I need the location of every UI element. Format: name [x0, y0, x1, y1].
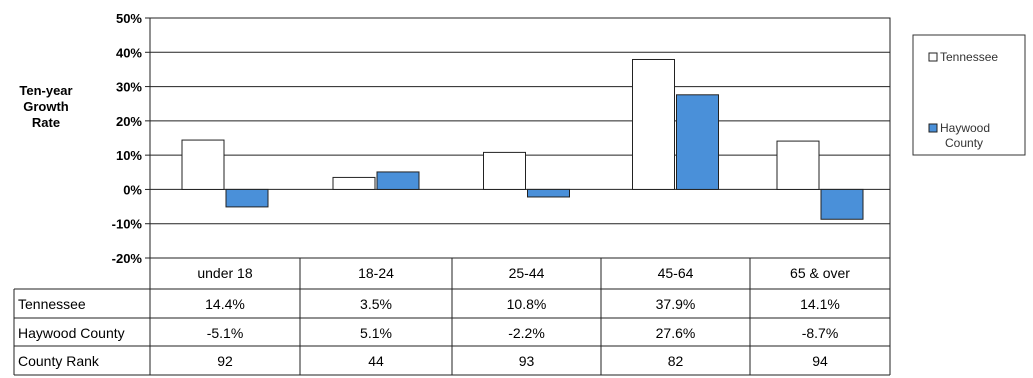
- y-axis-label-line-2: Growth: [23, 99, 69, 114]
- bar-tennessee-under-18: [181, 139, 225, 190]
- bar-haywood-county-18-24: [376, 171, 420, 190]
- row-label-haywood-county: Haywood County: [18, 325, 125, 341]
- table-cell-tennessee-45-64: 37.9%: [656, 296, 696, 312]
- table-cell-county-rank-45-64: 82: [668, 353, 684, 369]
- category-label-18-24: 18-24: [358, 265, 394, 281]
- table-cell-tennessee-25-44: 10.8%: [507, 296, 547, 312]
- y-axis-ticks: -20% -10% 0% 10% 20% 30% 40% 50%: [112, 11, 150, 266]
- table-cell-haywood-county-18-24: 5.1%: [360, 325, 392, 341]
- table-cell-haywood-county-65-over: -8.7%: [802, 325, 839, 341]
- y-axis-label-line-1: Ten-year: [19, 83, 72, 98]
- category-label-65-over: 65 & over: [790, 265, 850, 281]
- bar-haywood-county-25-44: [527, 188, 570, 198]
- bar-tennessee-25-44: [483, 151, 526, 190]
- row-label-tennessee: Tennessee: [18, 296, 86, 312]
- gridlines: [150, 17, 890, 259]
- table-cell-county-rank-under-18: 92: [217, 353, 233, 369]
- y-tick-label: 20%: [116, 114, 142, 129]
- table-cell-tennessee-under-18: 14.4%: [205, 296, 245, 312]
- y-tick-label: -10%: [112, 217, 143, 232]
- legend-label-haywood-line-2: County: [945, 136, 983, 150]
- legend-label-haywood-line-1: Haywood: [940, 121, 990, 135]
- table-cell-haywood-county-25-44: -2.2%: [508, 325, 545, 341]
- table-cell-tennessee-18-24: 3.5%: [360, 296, 392, 312]
- y-tick-label: 30%: [116, 80, 142, 95]
- legend-swatch-haywood: [928, 123, 938, 133]
- bar-tennessee-45-64: [632, 58, 675, 190]
- bar-tennessee-18-24: [332, 176, 376, 190]
- category-label-25-44: 25-44: [509, 265, 545, 281]
- plot-area: [149, 17, 891, 259]
- legend-swatch-tennessee: [928, 52, 938, 62]
- bars: [181, 58, 864, 220]
- row-label-county-rank: County Rank: [18, 353, 100, 369]
- y-tick-label: 50%: [116, 11, 142, 26]
- bar-tennessee-65-over: [776, 140, 820, 190]
- table-cell-tennessee-65-over: 14.1%: [800, 296, 840, 312]
- bar-haywood-county-45-64: [676, 94, 719, 190]
- y-axis-label: Ten-year Growth Rate: [19, 83, 72, 130]
- y-tick-label: 0%: [123, 182, 142, 197]
- category-label-under-18: under 18: [197, 265, 252, 281]
- legend: Tennessee Haywood County: [912, 34, 1026, 156]
- legend-label-tennessee: Tennessee: [940, 50, 998, 64]
- bar-haywood-county-under-18: [225, 188, 269, 208]
- table-cell-county-rank-18-24: 44: [368, 353, 384, 369]
- table-cell-haywood-county-45-64: 27.6%: [656, 325, 696, 341]
- table-cell-haywood-county-under-18: -5.1%: [207, 325, 244, 341]
- y-tick-label: -20%: [112, 251, 143, 266]
- y-axis-label-line-3: Rate: [32, 115, 60, 130]
- category-label-45-64: 45-64: [658, 265, 694, 281]
- bar-haywood-county-65-over: [820, 188, 864, 220]
- y-tick-label: 10%: [116, 148, 142, 163]
- table-cell-county-rank-65-over: 94: [812, 353, 828, 369]
- table-cell-county-rank-25-44: 93: [519, 353, 535, 369]
- y-tick-label: 40%: [116, 45, 142, 60]
- data-table: under 18 18-24 25-44 45-64 65 & over Tennesse…: [13, 257, 891, 376]
